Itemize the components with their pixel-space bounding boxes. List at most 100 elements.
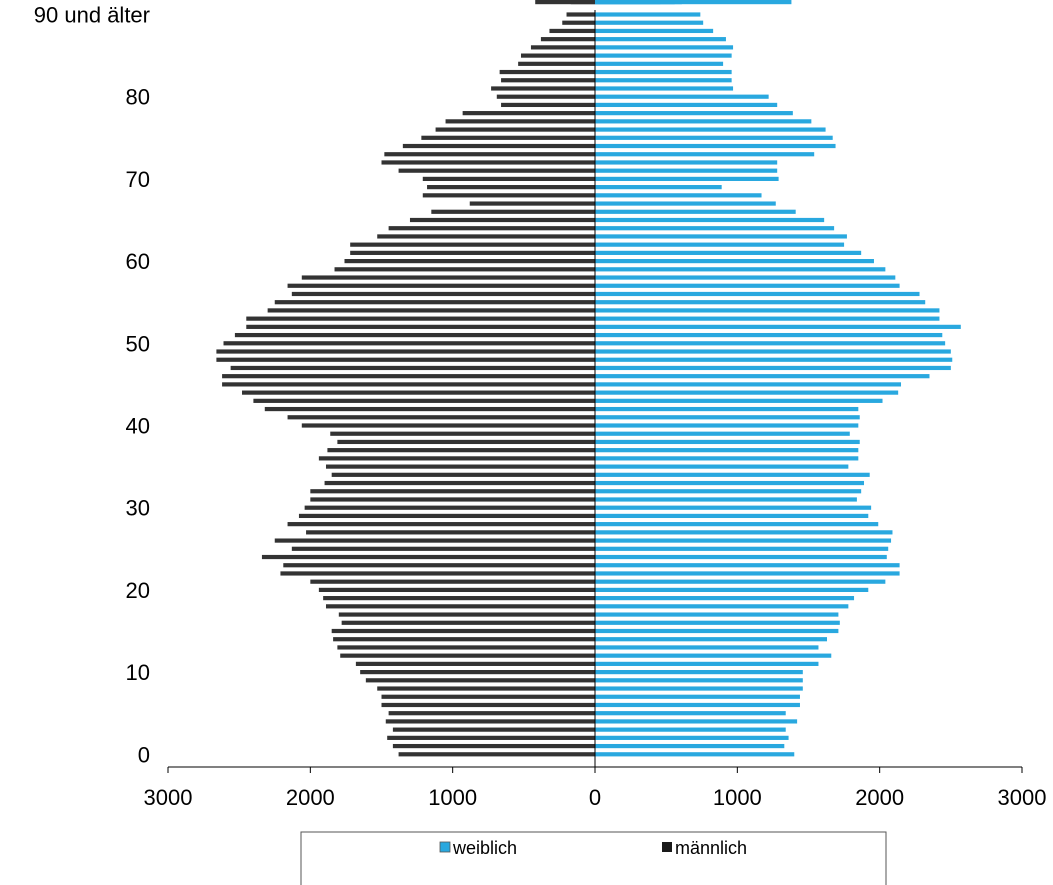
bar-maennlich-age-60 xyxy=(344,259,595,264)
bar-maennlich-age-19 xyxy=(323,596,595,601)
bar-maennlich-age-11 xyxy=(355,661,595,666)
bar-weiblich-age-90 xyxy=(595,12,701,17)
y-tick-label: 30 xyxy=(126,496,150,521)
bar-weiblich-age-51 xyxy=(595,332,943,338)
bar-weiblich-age-34 xyxy=(595,472,870,477)
bar-weiblich-age-15 xyxy=(595,628,839,634)
bar-weiblich-age-3 xyxy=(595,727,786,732)
bar-weiblich-age-50 xyxy=(595,341,946,346)
legend-swatch-maennlich xyxy=(662,842,672,852)
y-tick-label: 70 xyxy=(126,167,150,192)
bar-maennlich-age-85 xyxy=(520,53,595,58)
bar-maennlich-age-52 xyxy=(246,324,596,329)
bar-weiblich-age-58 xyxy=(595,275,896,280)
x-tick-label: 1000 xyxy=(713,785,762,810)
bar-weiblich-age-83 xyxy=(595,69,732,75)
bar-weiblich-age-87 xyxy=(595,37,726,42)
y-tick-label: 40 xyxy=(126,414,150,439)
legend-swatch-weiblich xyxy=(439,841,451,853)
bar-maennlich-age-49 xyxy=(216,349,596,354)
bar-weiblich-age-49 xyxy=(595,349,951,354)
bar-maennlich-age-22 xyxy=(280,571,595,576)
bar-weiblich-age-60 xyxy=(595,259,874,264)
bars-group xyxy=(216,0,961,757)
bar-maennlich-age-79 xyxy=(501,102,595,108)
bar-weiblich-age-79 xyxy=(595,102,778,108)
legend: weiblich männlich xyxy=(300,831,887,885)
bar-maennlich-age-40 xyxy=(301,423,595,428)
bar-weiblich-age-22 xyxy=(595,571,900,576)
bar-weiblich-age-9 xyxy=(595,678,803,683)
bar-weiblich-age-89 xyxy=(595,20,704,25)
bar-weiblich-age-48 xyxy=(595,357,953,362)
bar-maennlich-age-14 xyxy=(333,637,595,642)
bar-weiblich-age-17 xyxy=(595,612,839,617)
bar-weiblich-age-36 xyxy=(595,456,859,461)
bar-maennlich-age-88 xyxy=(549,28,595,34)
bar-weiblich-age-12 xyxy=(595,653,832,658)
bar-weiblich-age-70 xyxy=(595,176,779,181)
bar-maennlich-age-59 xyxy=(334,267,595,272)
bar-weiblich-age-64 xyxy=(595,226,835,231)
bar-maennlich-age-44 xyxy=(242,390,595,395)
bar-maennlich-age-13 xyxy=(337,645,595,650)
bar-weiblich-age-62 xyxy=(595,242,845,247)
legend-label-maennlich: männlich xyxy=(675,838,747,858)
bar-weiblich-age-52 xyxy=(595,324,961,329)
bar-weiblich-age-38 xyxy=(595,439,860,445)
bar-maennlich-age-20 xyxy=(318,587,595,592)
bar-maennlich-age-82 xyxy=(501,78,595,83)
bar-weiblich-age-6 xyxy=(595,702,800,708)
bar-maennlich-age-21 xyxy=(310,579,595,584)
bar-weiblich-age-40 xyxy=(595,423,859,428)
bar-weiblich-age-86 xyxy=(595,45,734,50)
bar-maennlich-age-33 xyxy=(324,480,595,486)
bar-maennlich-age-17 xyxy=(338,612,595,617)
bar-maennlich-age-71 xyxy=(398,168,595,173)
bar-maennlich-age-5 xyxy=(388,711,595,716)
bar-weiblich-age-16 xyxy=(595,620,840,625)
bar-maennlich-age-30 xyxy=(304,505,595,510)
bar-maennlich-age-67 xyxy=(469,201,595,206)
bar-maennlich-age-6 xyxy=(381,702,595,708)
bar-maennlich-age-42 xyxy=(264,406,595,412)
bar-maennlich-age-34 xyxy=(331,472,595,477)
bar-weiblich-age-82 xyxy=(595,78,732,83)
bar-maennlich-age-4 xyxy=(385,719,595,724)
bar-weiblich-age-31 xyxy=(595,497,857,502)
bar-maennlich-age-26 xyxy=(274,538,595,543)
y-tick-label: 90 und älter xyxy=(34,3,150,28)
bar-weiblich-age-81 xyxy=(595,86,734,91)
bar-weiblich-age-29 xyxy=(595,513,869,519)
bar-maennlich-age-29 xyxy=(298,513,595,519)
bar-maennlich-age-28 xyxy=(287,522,595,527)
x-tick-label: 1000 xyxy=(428,785,477,810)
bar-weiblich-age-7 xyxy=(595,694,800,699)
bar-weiblich-age-undefined xyxy=(595,0,792,5)
bar-maennlich-age-68 xyxy=(422,193,595,198)
bar-maennlich-age-12 xyxy=(340,653,595,658)
bar-weiblich-age-28 xyxy=(595,522,879,527)
bar-weiblich-age-37 xyxy=(595,448,859,453)
bar-maennlich-age-0 xyxy=(398,752,595,757)
bar-weiblich-age-53 xyxy=(595,316,940,321)
y-tick-label: 10 xyxy=(126,660,150,685)
bar-weiblich-age-33 xyxy=(595,480,865,486)
bar-weiblich-age-32 xyxy=(595,489,862,494)
bar-weiblich-age-68 xyxy=(595,193,762,198)
bar-weiblich-age-24 xyxy=(595,554,887,560)
bar-weiblich-age-20 xyxy=(595,587,869,592)
y-tick-label: 80 xyxy=(126,85,150,110)
bar-weiblich-age-8 xyxy=(595,686,803,691)
legend-box xyxy=(300,831,887,885)
bar-maennlich-age-15 xyxy=(331,628,595,634)
bar-weiblich-age-72 xyxy=(595,160,778,165)
bar-weiblich-age-44 xyxy=(595,390,899,395)
bar-maennlich-age-32 xyxy=(310,489,595,494)
bar-maennlich-age-31 xyxy=(310,497,595,502)
bar-maennlich-age-undefined xyxy=(535,0,595,5)
bar-maennlich-age-46 xyxy=(222,374,595,379)
bar-maennlich-age-7 xyxy=(381,694,595,699)
y-tick-label: 20 xyxy=(126,578,150,603)
